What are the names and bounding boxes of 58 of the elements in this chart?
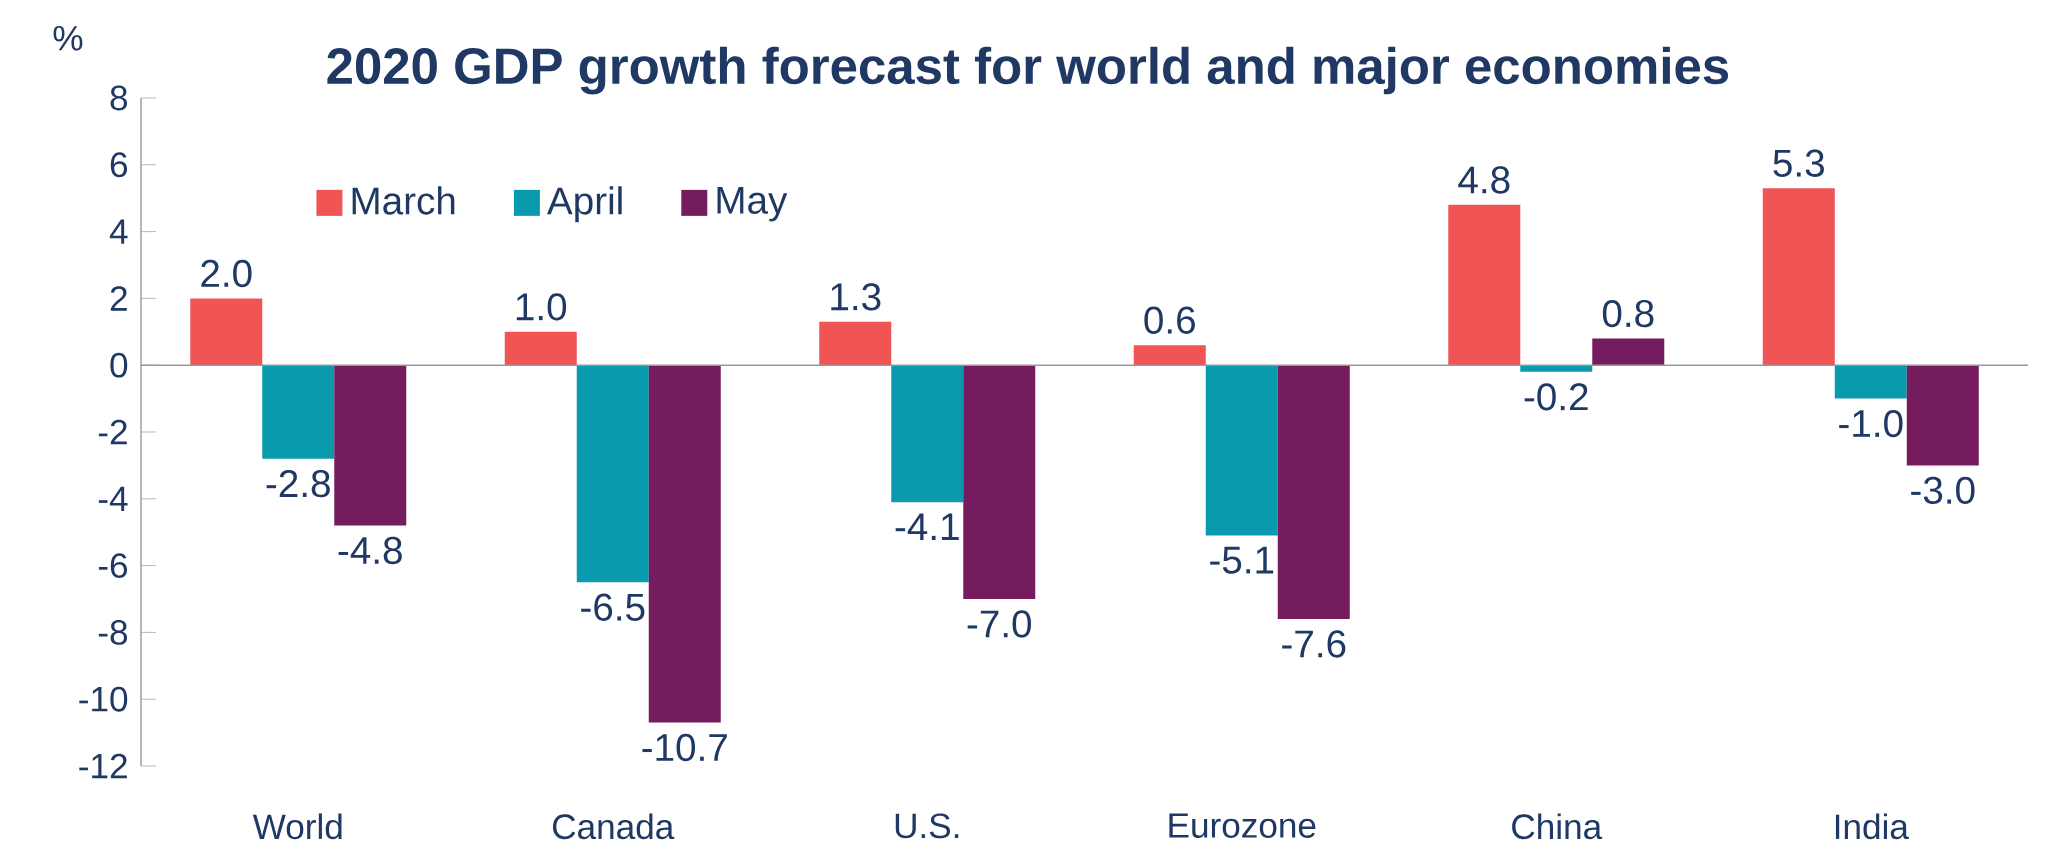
bar (891, 365, 964, 503)
data-label: -1.0 (1839, 409, 1903, 438)
chart-title: 2020 GDP growth forecast for world and major economies (327, 46, 1729, 95)
data-label: -10.7 (642, 733, 727, 762)
x-tick-label: U.S. (895, 813, 959, 839)
y-tick-label: 6 (110, 152, 128, 178)
x-tick-label: World (252, 813, 342, 840)
legend-label: April (546, 186, 622, 223)
data-label: -4.1 (895, 513, 959, 540)
y-tick-label: -10 (79, 686, 128, 712)
x-tick-label: Canada (552, 813, 675, 840)
bar (576, 365, 649, 583)
data-label: 2.0 (201, 259, 252, 288)
y-tick-label: 8 (110, 85, 128, 111)
bar (1592, 338, 1665, 366)
data-label: 4.8 (1458, 166, 1510, 194)
y-tick-label: -4 (98, 486, 128, 511)
bar (334, 365, 407, 526)
data-label: -7.6 (1282, 630, 1346, 658)
y-tick-label: 0 (110, 352, 128, 378)
bar (1205, 365, 1278, 536)
bar (1277, 365, 1350, 620)
y-tick-label: -12 (79, 753, 127, 779)
y-tick-label: 2 (110, 286, 127, 311)
bar (963, 365, 1036, 599)
x-tick-label: China (1512, 813, 1603, 840)
bar (819, 321, 892, 366)
bar (648, 365, 721, 723)
bar (190, 298, 263, 366)
y-axis-title: % (53, 25, 83, 51)
bar (1448, 204, 1521, 366)
y-tick-label: 4 (109, 219, 128, 244)
data-label: 1.3 (831, 283, 881, 311)
y-tick-label: -6 (98, 553, 128, 579)
y-tick-label: -8 (98, 619, 128, 645)
y-tick-label: -2 (98, 419, 127, 445)
bar (1133, 345, 1206, 366)
data-label: 5.3 (1773, 149, 1824, 177)
bar (262, 365, 335, 459)
data-label: -4.8 (338, 536, 402, 565)
x-tick-label: India (1835, 813, 1909, 840)
bar (504, 331, 577, 366)
data-label: -0.2 (1524, 383, 1588, 411)
data-label: -6.5 (581, 593, 645, 621)
data-label: -5.1 (1210, 546, 1274, 574)
data-label: 0.8 (1602, 299, 1654, 328)
legend-label: March (352, 186, 455, 215)
data-label: -7.0 (967, 610, 1032, 638)
data-label: -2.8 (266, 470, 330, 498)
bar (1834, 365, 1907, 399)
bar (1906, 365, 1979, 466)
data-label: -3.0 (1911, 476, 1975, 505)
bar (1520, 365, 1593, 372)
legend-label: May (717, 186, 788, 222)
bar (1762, 188, 1835, 366)
data-label: 0.6 (1144, 306, 1195, 334)
x-tick-label: Eurozone (1169, 813, 1316, 838)
data-label: 1.0 (516, 293, 567, 321)
